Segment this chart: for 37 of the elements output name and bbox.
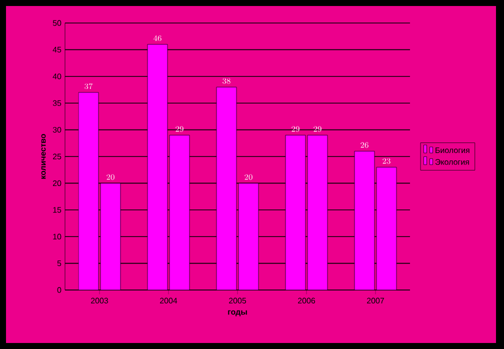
- data-label: 20: [244, 174, 252, 180]
- data-label: 38: [222, 78, 230, 84]
- y-tick-label: 35: [52, 100, 62, 106]
- x-tick-label: 2004: [160, 298, 178, 304]
- y-tick-label: 45: [52, 46, 62, 52]
- bar: [78, 92, 98, 290]
- y-tick-label: 20: [52, 180, 62, 186]
- x-axis-title: годы: [228, 310, 247, 316]
- bar: [170, 135, 190, 290]
- x-tick-label: 2003: [91, 298, 108, 304]
- data-label: 23: [382, 158, 390, 164]
- y-tick-label: 0: [57, 287, 62, 293]
- y-tick-label: 15: [53, 207, 62, 213]
- x-tick-label: 2005: [229, 298, 246, 304]
- bar: [354, 150, 375, 290]
- legend-label: Экология: [435, 159, 469, 165]
- legend-label: Биология: [436, 147, 470, 154]
- y-axis-title: количество: [41, 134, 46, 179]
- y-tick-label: 50: [52, 20, 62, 26]
- bar: [216, 87, 236, 290]
- data-label: 37: [84, 83, 93, 90]
- y-tick-label: 30: [52, 126, 62, 133]
- x-tick-label: 2007: [367, 298, 384, 304]
- data-label: 26: [360, 142, 368, 148]
- y-tick-label: 40: [52, 74, 62, 80]
- bar: [238, 183, 258, 290]
- data-label: 20: [106, 174, 114, 180]
- y-tick-label: 25: [52, 154, 62, 160]
- bar: [285, 135, 306, 290]
- bar: [148, 44, 168, 290]
- bar: [308, 135, 328, 290]
- y-tick-label: 10: [53, 234, 62, 240]
- x-tick-label: 2006: [298, 298, 316, 304]
- data-label: 46: [153, 35, 162, 41]
- y-tick-label: 5: [57, 260, 62, 266]
- bar: [376, 166, 397, 290]
- bar: [100, 183, 120, 290]
